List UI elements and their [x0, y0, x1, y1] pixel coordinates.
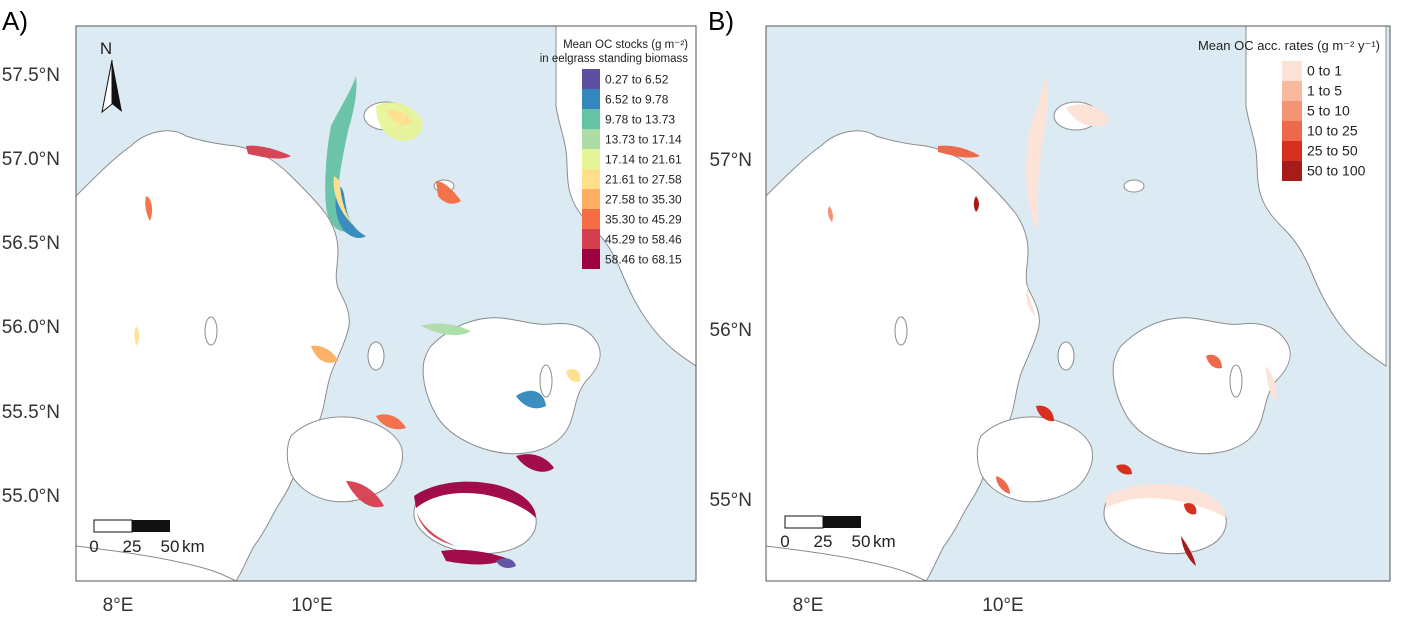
- legend-label: 50 to 100: [1307, 162, 1366, 178]
- lat-tick-a-2: 56.5°N: [2, 233, 60, 254]
- panel-a: A): [2, 6, 697, 616]
- legend-label: 5 to 10: [1307, 102, 1350, 118]
- map-b-frame: [765, 25, 1391, 582]
- legend-b: Mean OC acc. rates (g m⁻² y⁻¹) 0 to 1 1 t…: [1198, 38, 1380, 181]
- scale-a-25: 25: [123, 537, 142, 556]
- legend-swatch: [582, 209, 600, 229]
- axis-a-lon: 8°E 10°E: [103, 595, 333, 616]
- north-label: N: [100, 39, 112, 58]
- map-b-accumulation-patches: [828, 76, 1277, 566]
- scale-b-50: 50: [852, 532, 871, 551]
- legend-swatch: [1282, 141, 1302, 161]
- legend-swatch: [1282, 121, 1302, 141]
- lat-tick-a-4: 55.5°N: [2, 402, 60, 423]
- legend-label: 9.78 to 13.73: [605, 112, 675, 126]
- lat-tick-a-0: 57.5°N: [2, 65, 60, 86]
- axis-b-lat: 57°N 56°N 55°N: [710, 150, 752, 511]
- legend-swatch: [582, 229, 600, 249]
- map-a-eelgrass-patches: [134, 76, 581, 569]
- legend-a-title-2: in eelgrass standing biomass: [540, 53, 689, 65]
- legend-swatch: [1282, 81, 1302, 101]
- lat-tick-a-1: 57.0°N: [2, 149, 60, 170]
- legend-swatch: [582, 69, 600, 89]
- panel-b: B): [708, 6, 1391, 616]
- lon-tick-b-1: 10°E: [982, 595, 1023, 616]
- lon-tick-a-0: 8°E: [103, 595, 134, 616]
- legend-swatch: [1282, 61, 1302, 81]
- legend-label: 25 to 50: [1307, 142, 1358, 158]
- scale-bar-b: 0 25 50 km: [780, 515, 896, 551]
- legend-swatch: [582, 89, 600, 109]
- lon-tick-a-1: 10°E: [291, 595, 332, 616]
- legend-swatch: [582, 169, 600, 189]
- legend-swatch: [582, 129, 600, 149]
- lat-tick-a-3: 56.0°N: [2, 317, 60, 338]
- legend-label: 17.14 to 21.61: [605, 152, 682, 166]
- legend-label: 35.30 to 45.29: [605, 212, 682, 226]
- legend-swatch: [1282, 161, 1302, 181]
- scale-bar-a: 0 25 50 km: [89, 519, 205, 556]
- axis-a-lat: 57.5°N 57.0°N 56.5°N 56.0°N 55.5°N 55.0°…: [2, 65, 60, 507]
- legend-label: 21.61 to 27.58: [605, 172, 682, 186]
- axis-b-lon: 8°E 10°E: [793, 595, 1024, 616]
- lon-tick-b-0: 8°E: [793, 595, 824, 616]
- legend-label: 0.27 to 6.52: [605, 72, 669, 86]
- lat-tick-b-0: 57°N: [710, 150, 752, 171]
- panel-label-b: B): [708, 6, 734, 36]
- lat-tick-a-5: 55.0°N: [2, 486, 60, 507]
- legend-label: 0 to 1: [1307, 62, 1342, 78]
- legend-swatch: [582, 149, 600, 169]
- legend-label: 13.73 to 17.14: [605, 132, 682, 146]
- legend-label: 10 to 25: [1307, 122, 1358, 138]
- lat-tick-b-2: 55°N: [710, 490, 752, 511]
- scale-a-0: 0: [89, 537, 98, 556]
- lat-tick-b-1: 56°N: [710, 320, 752, 341]
- legend-swatch: [582, 249, 600, 269]
- legend-a-title-1: Mean OC stocks (g m⁻²): [563, 39, 688, 51]
- legend-swatch: [582, 109, 600, 129]
- scale-b-0: 0: [780, 532, 789, 551]
- legend-label: 58.46 to 68.15: [605, 252, 682, 266]
- legend-label: 6.52 to 9.78: [605, 92, 669, 106]
- scale-b-unit: km: [873, 532, 896, 551]
- legend-b-title: Mean OC acc. rates (g m⁻² y⁻¹): [1198, 38, 1380, 53]
- scale-a-50: 50: [161, 537, 180, 556]
- north-arrow: N: [100, 39, 122, 114]
- legend-label: 45.29 to 58.46: [605, 232, 682, 246]
- legend-label: 1 to 5: [1307, 82, 1342, 98]
- legend-swatch: [1282, 101, 1302, 121]
- map-a-frame: [75, 25, 697, 582]
- legend-swatch: [582, 189, 600, 209]
- legend-label: 27.58 to 35.30: [605, 192, 682, 206]
- panel-label-a: A): [2, 6, 28, 36]
- legend-a: Mean OC stocks (g m⁻²) in eelgrass stand…: [540, 39, 689, 269]
- scale-a-unit: km: [182, 537, 205, 556]
- scale-b-25: 25: [814, 532, 833, 551]
